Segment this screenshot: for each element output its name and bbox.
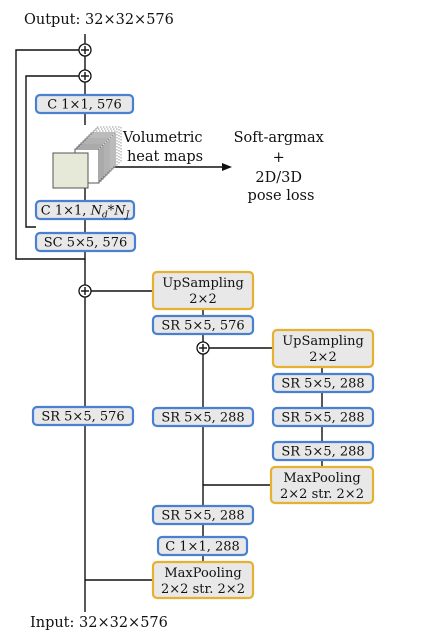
block-sr5x5-288-low: SR 5×5, 288 [151,504,255,526]
block-maxpool-right: MaxPooling 2×2 str. 2×2 [269,465,375,505]
block-label: SR 5×5, 576 [161,319,244,334]
input-label: Input: 32×32×576 [30,615,168,631]
block-sc5x5-576: SC 5×5, 576 [34,231,137,253]
loss-label: Soft-argmax + 2D/3D pose loss [234,130,329,204]
block-label-line1: UpSampling [282,334,364,349]
block-label-line2: 2×2 str. 2×2 [280,487,364,502]
loss-label-line2: + [273,150,285,166]
output-label: Output: 32×32×576 [24,12,174,28]
block-label-prefix: C 1×1, [41,204,91,219]
block-label-line1: UpSampling [162,276,244,291]
block-label: C 1×1, 576 [47,98,122,113]
heatmaps-label-line2: heat maps [127,149,203,165]
block-sr5x5-288-c: SR 5×5, 288 [271,440,375,462]
loss-label-line1: Soft-argmax [234,130,324,146]
block-sr5x5-288-mid: SR 5×5, 288 [151,406,255,428]
block-upsampling-2: UpSampling 2×2 [271,328,375,369]
add-junction-trunk [78,284,92,298]
block-label: SR 5×5, 288 [161,411,244,426]
block-label-line2: 2×2 [189,292,216,307]
block-c1x1-288: C 1×1, 288 [156,535,249,557]
heatmaps-label-line1: Volumetric [122,130,203,146]
connector-lines [15,34,323,612]
block-label: C 1×1, Nd*NJ [41,204,131,221]
add-junction-middle [196,341,210,355]
block-label-sub2: J [124,211,131,221]
block-c1x1-ndnj: C 1×1, Nd*NJ [34,199,136,221]
block-label-line1: MaxPooling [164,566,241,581]
block-sr5x5-576-left: SR 5×5, 576 [31,405,135,427]
block-upsampling-1: UpSampling 2×2 [151,270,255,311]
loss-label-line3: 2D/3D [255,170,302,186]
heatmap-stack [52,126,122,189]
block-sr5x5-576-mid: SR 5×5, 576 [151,314,255,336]
block-label-line1: MaxPooling [283,471,360,486]
block-label: SR 5×5, 576 [41,410,124,425]
block-label-line2: 2×2 [309,350,336,365]
block-label: SR 5×5, 288 [281,411,364,426]
block-sr5x5-288-b: SR 5×5, 288 [271,406,375,428]
block-label: SR 5×5, 288 [281,445,364,460]
block-label-n2: N [113,204,126,219]
block-sr5x5-288-a: SR 5×5, 288 [271,372,375,394]
add-junction-inner [78,69,92,83]
block-maxpool-bottom: MaxPooling 2×2 str. 2×2 [151,560,255,600]
block-label-n1: N [90,204,103,219]
add-junction-outer [78,43,92,57]
block-label: SC 5×5, 576 [44,236,128,251]
block-label: SR 5×5, 288 [281,377,364,392]
block-label-line2: 2×2 str. 2×2 [161,582,245,597]
block-label: C 1×1, 288 [165,540,240,555]
loss-label-line4: pose loss [248,188,315,204]
block-c1x1-576: C 1×1, 576 [34,93,135,115]
block-label: SR 5×5, 288 [161,509,244,524]
heatmaps-label: Volumetric heat maps [122,130,207,165]
block-label-sub1: d [102,211,108,221]
block-label-star: * [108,204,115,219]
